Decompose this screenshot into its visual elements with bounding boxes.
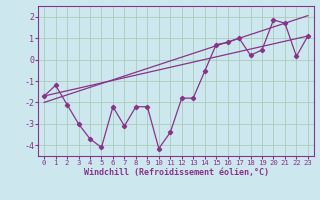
X-axis label: Windchill (Refroidissement éolien,°C): Windchill (Refroidissement éolien,°C) xyxy=(84,168,268,177)
